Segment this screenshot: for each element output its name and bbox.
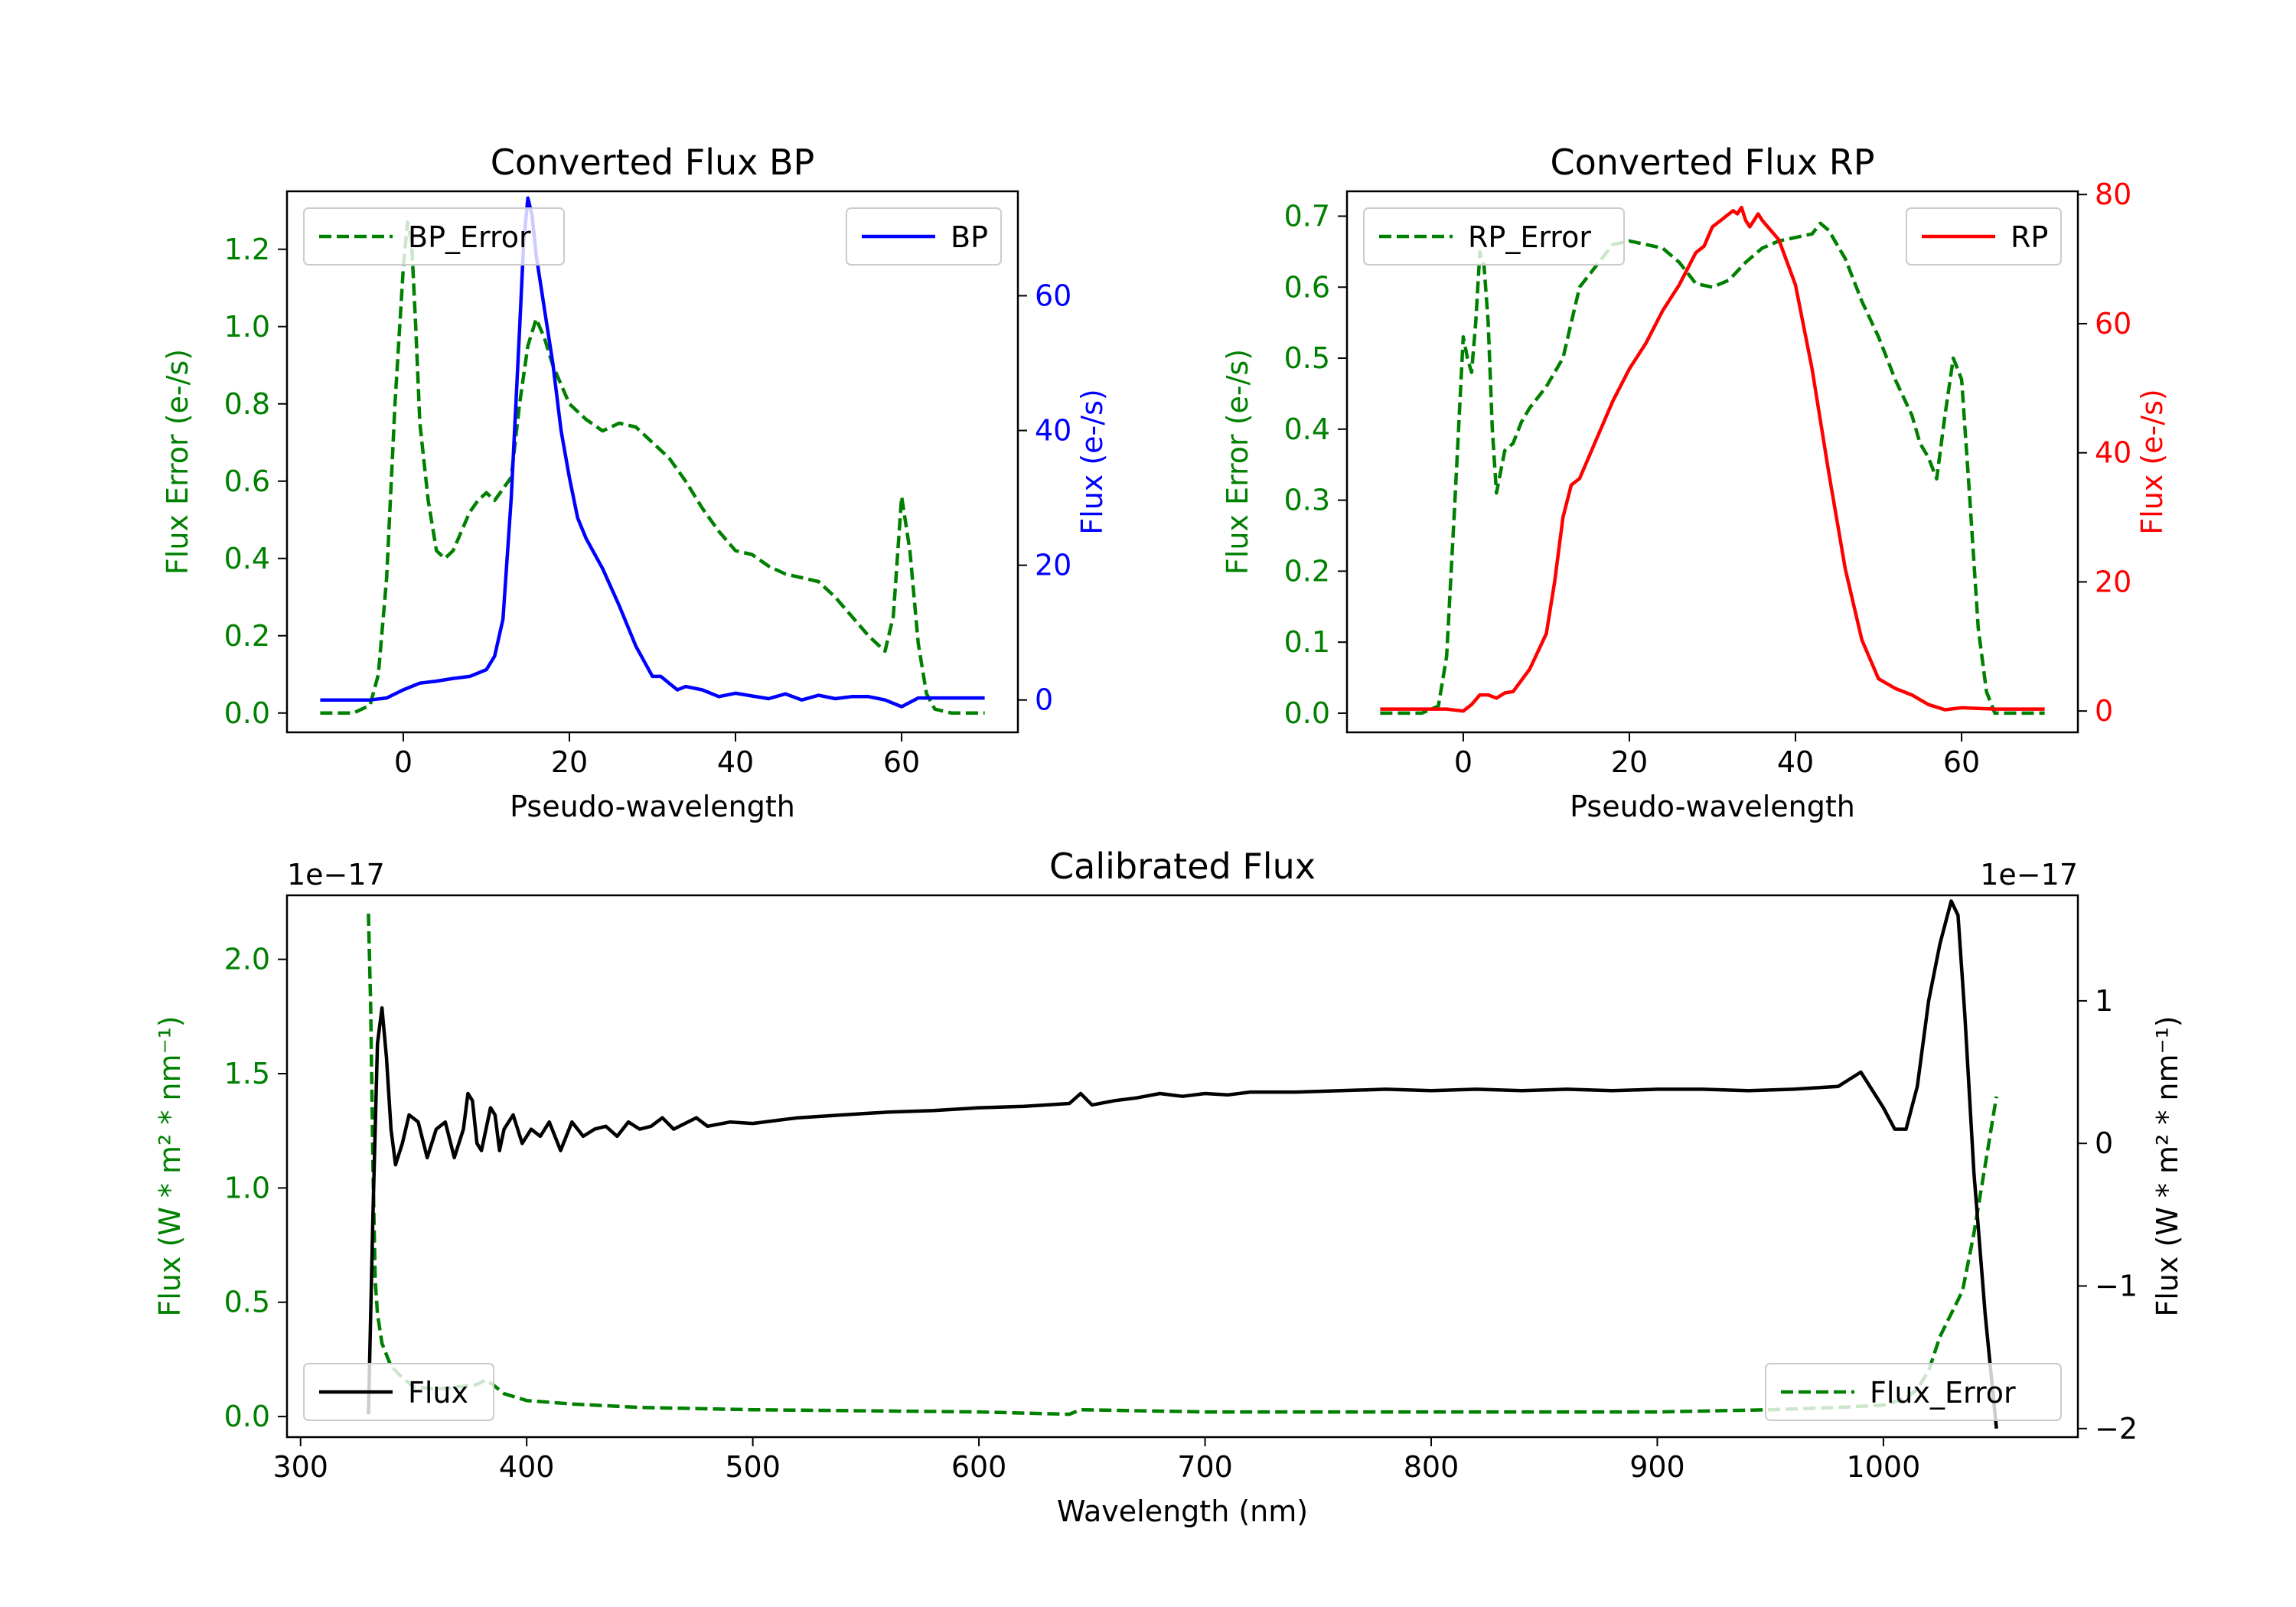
y-left-tick-label: 2.0: [224, 943, 270, 976]
y-left-tick-label: 0.7: [1284, 199, 1330, 233]
y-left-tick-label: 1.0: [224, 1171, 270, 1204]
legend-flux-error: Flux_Error: [1765, 1363, 2062, 1421]
plot-frame: [1345, 190, 2079, 734]
legend-box: [303, 207, 565, 266]
chart-title: Converted Flux RP: [1551, 142, 1875, 183]
legend-label: RP: [2011, 220, 2048, 254]
y-left-tick-label: 0.6: [1284, 270, 1330, 304]
legend-flux: Flux: [303, 1363, 494, 1421]
x-axis-label: Wavelength (nm): [1057, 1495, 1308, 1528]
panel-bp: 0 20 40 60 0.0 0.2 0.4 0.6 0.8 1.0 1.2 0 20 40 60 Conve…: [161, 142, 1109, 823]
legend-label: BP_Error: [408, 220, 531, 254]
y-left-tick-label: 0.0: [1284, 696, 1330, 730]
y-left-tick-label: 0.6: [224, 464, 270, 498]
y-left-tick-label: 0.0: [224, 696, 270, 730]
y-left-tick-label: 0.5: [1284, 341, 1330, 375]
y-right-tick-label: 0: [2095, 1126, 2113, 1160]
y-right-tick-label: 1: [2095, 984, 2113, 1018]
chart-title: Calibrated Flux: [1049, 846, 1316, 887]
y-left-tick-label: 0.3: [1284, 484, 1330, 517]
y-left-tick-label: 1.0: [224, 310, 270, 344]
chart-title: Converted Flux BP: [491, 142, 815, 183]
y-right-tick-label: 40: [2095, 436, 2131, 470]
legend-box: [1765, 1363, 2062, 1421]
x-tick-label: 40: [1777, 745, 1814, 779]
x-tick-label: 60: [1943, 745, 1980, 779]
y-left-axis-label: Flux Error (e-/s): [161, 349, 194, 575]
y-left-tick-label: 0.4: [1284, 412, 1330, 446]
y-left-tick-label: 1.2: [224, 233, 270, 266]
plot-frame: [285, 190, 1019, 734]
x-tick-label: 20: [551, 745, 588, 779]
series-line-rp-error: [1380, 221, 2045, 715]
y-right-axis-label: Flux (W * m² * nm⁻¹): [2151, 1015, 2184, 1316]
series-line-flux: [367, 899, 1998, 1429]
y-right-tick-label: 0: [2095, 694, 2113, 728]
legend-box: [303, 1363, 494, 1421]
plot-frame: [285, 894, 2079, 1439]
y-right-tick-label: 60: [2095, 307, 2131, 341]
y-right-tick-label: 0: [1035, 683, 1053, 717]
y-right-tick-label: 20: [2095, 565, 2131, 598]
x-axis-label: Pseudo-wavelength: [510, 790, 795, 823]
y-left-tick-label: 0.1: [1284, 625, 1330, 659]
panel-rp: 0 20 40 60 0.0 0.1 0.2 0.3 0.4 0.5 0.6 0.7 0 20 40 60 80…: [1221, 142, 2169, 823]
legend-label: RP_Error: [1468, 220, 1591, 254]
legend-rp-error: RP_Error: [1363, 207, 1625, 266]
series-line-bp: [320, 196, 985, 709]
x-tick-label: 60: [883, 745, 920, 779]
series-line-rp: [1380, 205, 2045, 713]
legend-rp: RP: [1906, 207, 2062, 266]
x-tick-label: 40: [717, 745, 754, 779]
legend-label: Flux_Error: [1870, 1376, 2016, 1410]
y-right-tick-label: −2: [2095, 1412, 2138, 1446]
y-left-tick-label: 0.2: [224, 619, 270, 653]
panel-calibrated: 300 400 500 600 700 800 900 1000 0.0 0.5 1.0 1.5 2.0…: [153, 846, 2184, 1528]
y-right-tick-label: 80: [2095, 178, 2131, 211]
legend-bp-error: BP_Error: [303, 207, 565, 266]
y-left-tick-label: 0.0: [224, 1400, 270, 1433]
y-left-tick-label: 0.8: [224, 387, 270, 421]
y-right-offset-label: 1e−17: [1980, 858, 2078, 892]
y-left-offset-label: 1e−17: [287, 858, 385, 892]
x-tick-label: 0: [1454, 745, 1473, 779]
series-line-flux-error: [367, 913, 1998, 1416]
x-tick-label: 400: [499, 1450, 555, 1484]
y-left-tick-label: 1.5: [224, 1057, 270, 1090]
y-left-tick-label: 0.2: [1284, 554, 1330, 588]
x-tick-label: 20: [1611, 745, 1648, 779]
y-right-tick-label: 20: [1035, 549, 1071, 582]
series-line-bp-error: [320, 220, 985, 715]
y-right-tick-label: −1: [2095, 1270, 2138, 1303]
x-tick-label: 500: [725, 1450, 781, 1484]
x-tick-label: 800: [1404, 1450, 1459, 1484]
y-left-tick-label: 0.4: [224, 542, 270, 575]
legend-box: [1363, 207, 1625, 266]
y-left-axis-label: Flux (W * m² * nm⁻¹): [153, 1015, 187, 1316]
legend-label: Flux: [408, 1376, 468, 1410]
y-left-tick-label: 0.5: [224, 1286, 270, 1319]
y-right-axis-label: Flux (e-/s): [1075, 389, 1109, 534]
x-tick-label: 1000: [1847, 1450, 1921, 1484]
x-tick-label: 600: [951, 1450, 1007, 1484]
y-right-tick-label: 40: [1035, 414, 1071, 448]
y-left-axis-label: Flux Error (e-/s): [1221, 349, 1254, 575]
y-right-tick-label: 60: [1035, 279, 1071, 312]
x-tick-label: 0: [394, 745, 413, 779]
legend-bp: BP: [846, 207, 1002, 266]
x-tick-label: 300: [272, 1450, 328, 1484]
x-tick-label: 700: [1177, 1450, 1233, 1484]
legend-label: BP: [951, 220, 988, 254]
x-axis-label: Pseudo-wavelength: [1570, 790, 1855, 823]
x-tick-label: 900: [1629, 1450, 1685, 1484]
y-right-axis-label: Flux (e-/s): [2135, 389, 2169, 534]
